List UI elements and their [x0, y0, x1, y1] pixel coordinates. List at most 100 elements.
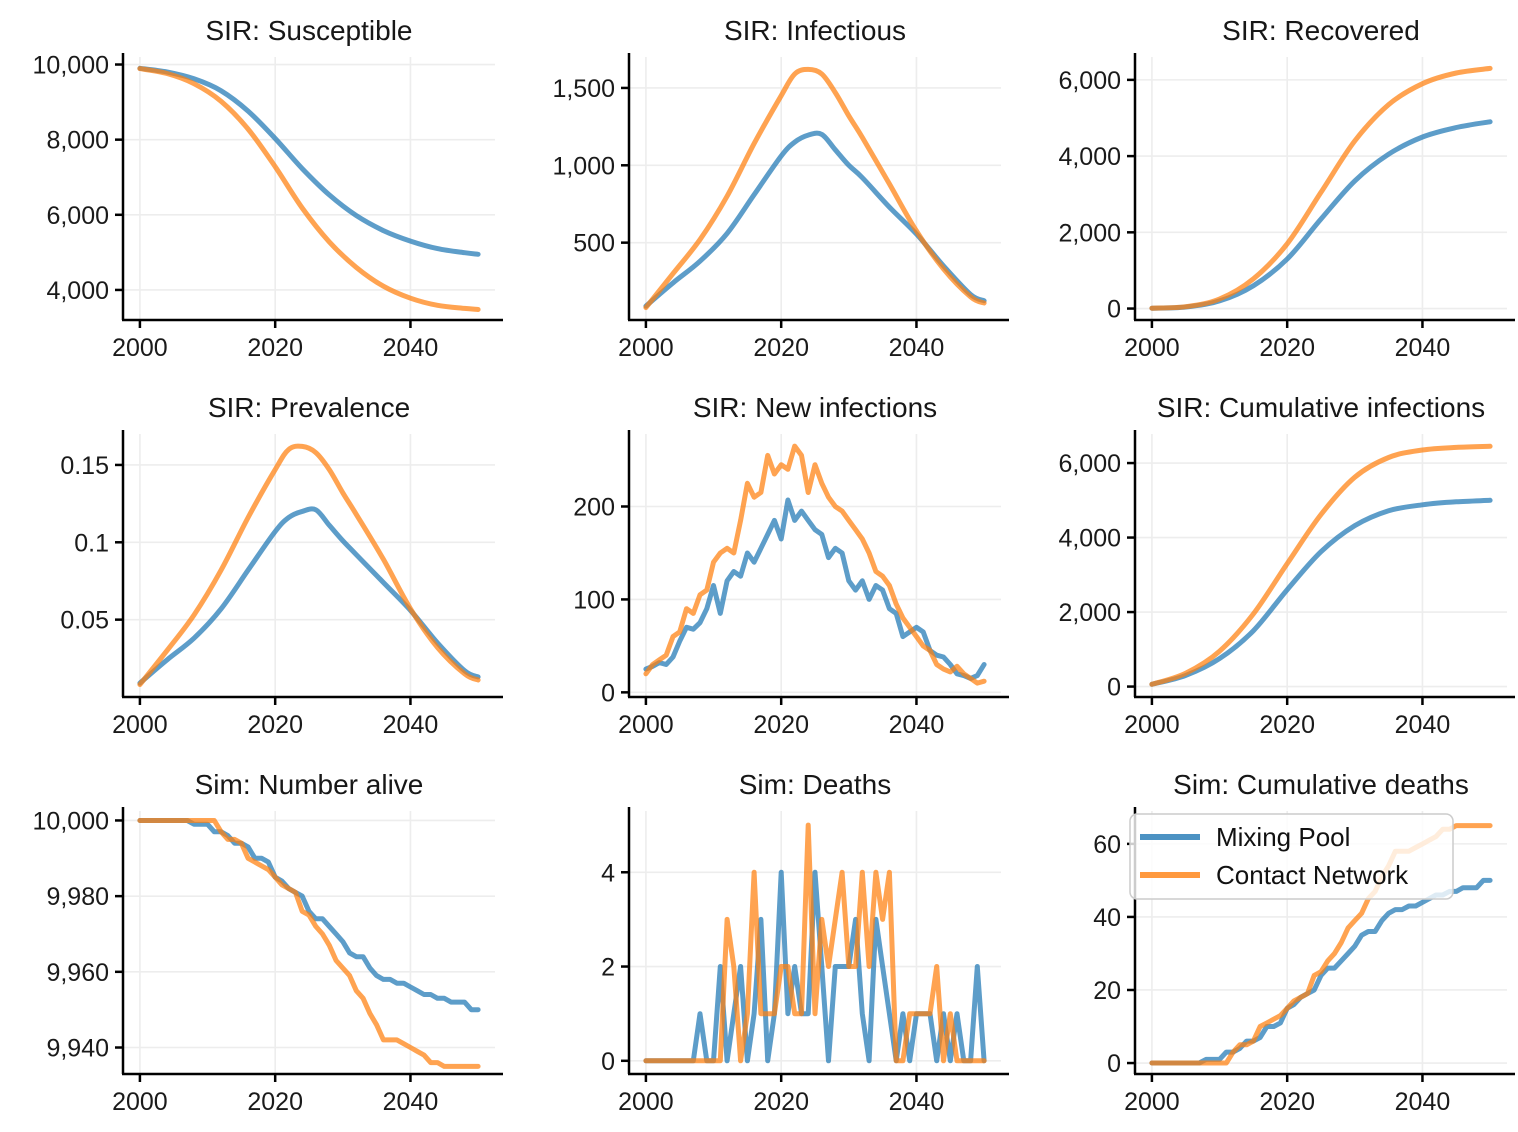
series-line-contact-network — [643, 822, 987, 1064]
y-tick-label: 0.1 — [74, 529, 109, 557]
chart-cell-sir-infectious: SIR: Infectious 2000 2020 2040 500 1,000 1,50… — [506, 0, 1012, 377]
x-tick-label: 2020 — [753, 334, 809, 362]
chart-title-sir-new-infections: SIR: New infections — [692, 392, 938, 423]
x-tick-label: 2020 — [1259, 1088, 1315, 1116]
chart-title-sir-cumulative-infections: SIR: Cumulative infections — [1156, 392, 1486, 423]
x-tick-label: 2000 — [112, 1088, 168, 1116]
chart-canvas-sir-recovered: 2000 2020 2040 0 2,000 4,000 6,000 — [1058, 53, 1515, 362]
x-tick-label: 2000 — [1124, 334, 1180, 362]
series-line-mixing-pool — [643, 497, 987, 681]
chart-cell-sir-new-infections: SIR: New infections 2000 2020 2040 0 100 200 — [506, 377, 1012, 754]
series-line-contact-network — [137, 66, 481, 312]
series-line-contact-network — [137, 443, 481, 688]
chart-canvas-sir-new-infections: 2000 2020 2040 0 100 200 — [573, 430, 1009, 739]
series-line-mixing-pool — [1149, 119, 1493, 311]
chart-cell-sim-cumulative-deaths: Sim: Cumulative deaths 2000 2020 2040 0 20 40… — [1012, 754, 1518, 1132]
x-tick-label: 2000 — [618, 334, 674, 362]
y-tick-label: 9,940 — [46, 1035, 109, 1063]
y-tick-label: 6,000 — [1058, 67, 1121, 95]
series-line-mixing-pool — [137, 65, 481, 257]
chart-cell-sim-deaths: Sim: Deaths 2000 2020 2040 0 2 4 — [506, 754, 1012, 1132]
y-tick-label: 4,000 — [1058, 143, 1121, 171]
y-tick-label: 0 — [1107, 296, 1121, 324]
x-tick-label: 2040 — [889, 1088, 945, 1116]
chart-canvas-sim-number-alive: 2000 2020 2040 9,940 9,960 9,980 10,000 — [33, 807, 503, 1116]
y-tick-label: 0.15 — [60, 452, 109, 480]
y-tick-label: 0 — [1107, 1050, 1121, 1078]
chart-cell-sir-prevalence: SIR: Prevalence 2000 2020 2040 0.05 0.1 0.15 — [0, 377, 506, 754]
series-line-mixing-pool — [643, 130, 987, 309]
series-line-mixing-pool — [137, 506, 481, 686]
y-tick-label: 100 — [573, 586, 615, 614]
x-tick-label: 2020 — [247, 334, 303, 362]
x-tick-label: 2040 — [889, 711, 945, 739]
legend-label: Contact Network — [1216, 860, 1409, 890]
y-tick-label: 1,000 — [552, 152, 615, 180]
series-line-contact-network — [643, 66, 987, 311]
x-tick-label: 2020 — [753, 1088, 809, 1116]
chart-canvas-sir-susceptible: 2000 2020 2040 4,000 6,000 8,000 10,000 — [33, 52, 503, 362]
chart-cell-sir-cumulative-infections: SIR: Cumulative infections 2000 2020 2040 0… — [1012, 377, 1518, 754]
chart-title-sir-infectious: SIR: Infectious — [723, 15, 907, 46]
chart-title-sir-recovered: SIR: Recovered — [1222, 15, 1420, 46]
x-tick-label: 2040 — [889, 334, 945, 362]
series-line-contact-network — [643, 443, 987, 686]
y-tick-label: 9,960 — [46, 959, 109, 987]
y-tick-label: 2 — [601, 954, 615, 982]
y-tick-label: 4,000 — [46, 277, 109, 305]
legend-label: Mixing Pool — [1216, 822, 1350, 852]
chart-cell-sir-susceptible: SIR: Susceptible 2000 2020 2040 4,000 6,000 8… — [0, 0, 506, 377]
y-tick-label: 4 — [601, 859, 615, 887]
y-tick-label: 10,000 — [33, 52, 109, 80]
y-tick-label: 40 — [1093, 904, 1121, 932]
chart-cell-sim-number-alive: Sim: Number alive 2000 2020 2040 9,940 9,960… — [0, 754, 506, 1132]
x-tick-label: 2020 — [753, 711, 809, 739]
chart-canvas-sir-cumulative-infections: 2000 2020 2040 0 2,000 4,000 6,000 — [1058, 430, 1515, 739]
x-tick-label: 2000 — [112, 711, 168, 739]
x-tick-label: 2040 — [1395, 711, 1451, 739]
x-tick-label: 2040 — [1395, 334, 1451, 362]
y-tick-label: 0.05 — [60, 607, 109, 635]
chart-canvas-sir-infectious: 2000 2020 2040 500 1,000 1,500 — [552, 53, 1009, 362]
y-tick-label: 0 — [601, 679, 615, 707]
chart-title-sim-cumulative-deaths: Sim: Cumulative deaths — [1173, 769, 1469, 800]
x-tick-label: 2020 — [247, 1088, 303, 1116]
y-tick-label: 6,000 — [1058, 450, 1121, 478]
y-tick-label: 20 — [1093, 977, 1121, 1005]
chart-cell-sir-recovered: SIR: Recovered 2000 2020 2040 0 2,000 4,000 6,… — [1012, 0, 1518, 377]
x-tick-label: 2020 — [1259, 711, 1315, 739]
x-tick-label: 2040 — [383, 334, 439, 362]
y-tick-label: 0 — [1107, 674, 1121, 702]
y-tick-label: 8,000 — [46, 127, 109, 155]
chart-canvas-sir-prevalence: 2000 2020 2040 0.05 0.1 0.15 — [60, 430, 503, 739]
y-tick-label: 4,000 — [1058, 525, 1121, 553]
x-tick-label: 2040 — [383, 1088, 439, 1116]
series-line-contact-network — [1149, 443, 1493, 687]
series-line-contact-network — [1149, 65, 1493, 311]
x-tick-label: 2020 — [247, 711, 303, 739]
legend-box — [1129, 813, 1454, 900]
chart-title-sir-prevalence: SIR: Prevalence — [207, 392, 411, 423]
y-tick-label: 60 — [1093, 831, 1121, 859]
x-tick-label: 2000 — [112, 334, 168, 362]
y-tick-label: 0 — [601, 1048, 615, 1076]
x-tick-label: 2040 — [1395, 1088, 1451, 1116]
series-line-contact-network — [137, 818, 481, 1069]
y-tick-label: 9,980 — [46, 883, 109, 911]
y-tick-label: 2,000 — [1058, 219, 1121, 247]
y-tick-label: 6,000 — [46, 202, 109, 230]
chart-title-sim-number-alive: Sim: Number alive — [194, 769, 424, 800]
x-tick-label: 2000 — [1124, 711, 1180, 739]
series-line-mixing-pool — [137, 818, 481, 1013]
chart-title-sim-deaths: Sim: Deaths — [738, 769, 892, 800]
y-tick-label: 2,000 — [1058, 599, 1121, 627]
y-tick-label: 500 — [573, 230, 615, 258]
x-tick-label: 2000 — [1124, 1088, 1180, 1116]
series-line-mixing-pool — [1149, 497, 1493, 687]
x-tick-label: 2040 — [383, 711, 439, 739]
x-tick-label: 2000 — [618, 711, 674, 739]
y-tick-label: 1,500 — [552, 75, 615, 103]
x-tick-label: 2020 — [1259, 334, 1315, 362]
